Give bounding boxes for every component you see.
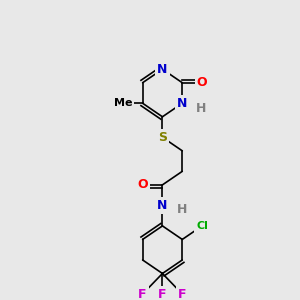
Text: N: N	[177, 97, 188, 110]
Text: F: F	[158, 287, 167, 300]
Text: O: O	[137, 178, 148, 191]
Text: F: F	[178, 287, 187, 300]
Text: H: H	[196, 102, 206, 115]
Text: N: N	[157, 199, 168, 212]
Text: Me: Me	[113, 98, 132, 108]
Text: O: O	[197, 76, 207, 89]
Text: S: S	[158, 131, 167, 144]
Text: Cl: Cl	[196, 221, 208, 231]
Text: H: H	[177, 202, 188, 216]
Text: N: N	[157, 63, 168, 76]
Text: F: F	[138, 287, 147, 300]
